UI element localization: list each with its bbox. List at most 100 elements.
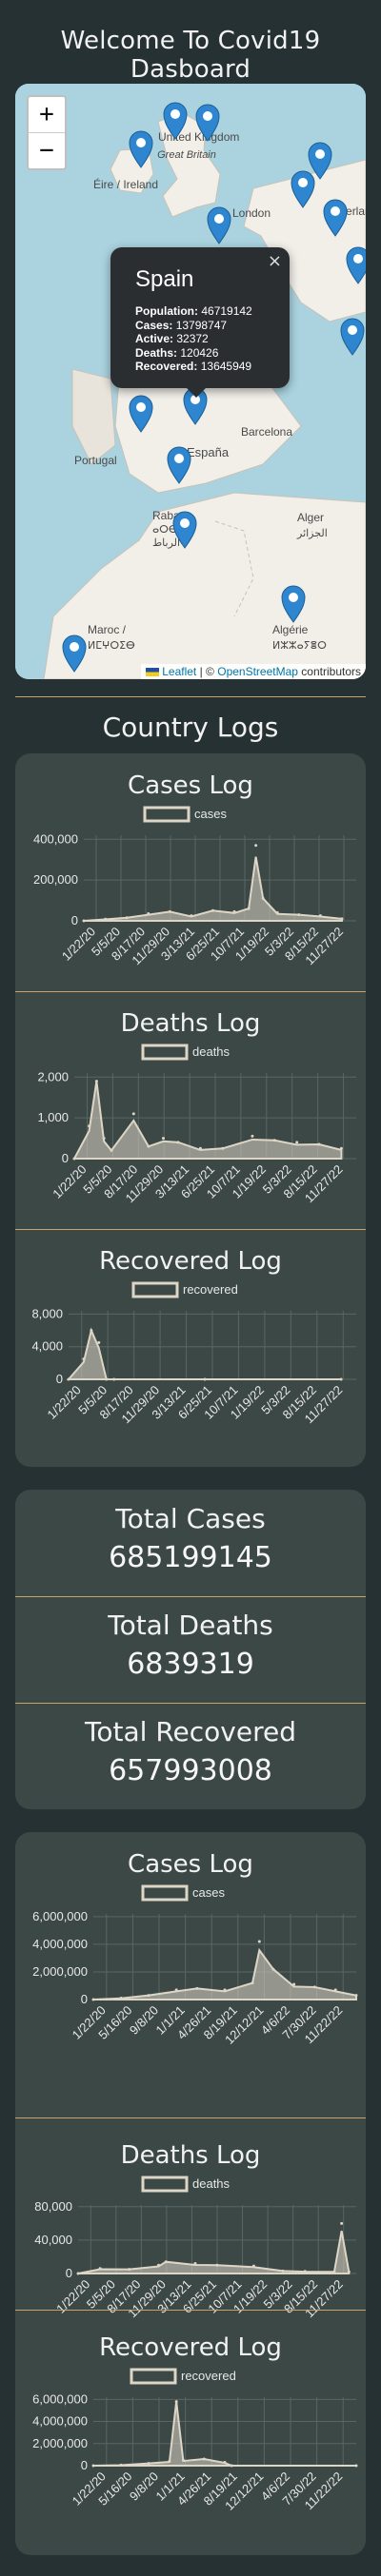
data-point: [333, 1988, 337, 1992]
data-point: [82, 919, 86, 923]
data-point: [202, 2457, 206, 2461]
data-point: [232, 909, 236, 913]
legend-swatch[interactable]: [130, 2368, 177, 2385]
cases-value: 13798747: [175, 318, 228, 332]
world-map[interactable]: + − Éire / Ireland United Kingdom Great Br…: [15, 84, 366, 679]
popup-country-name: Spain: [135, 266, 194, 292]
cases-label: Cases:: [135, 318, 173, 332]
active-label: Active:: [135, 332, 174, 345]
data-point: [94, 1080, 98, 1083]
country-charts-card: Cases Log cases 0 200,000 400,000 1/22/20 5/5/…: [15, 753, 366, 1467]
total-deaths-label: Total Deaths: [108, 1610, 273, 1641]
data-point: [147, 1994, 150, 1998]
global-charts-card: Cases Log cases 0 2,000,000 4,000,000 6,000,0…: [15, 1832, 366, 2555]
popup-close-button[interactable]: ×: [267, 251, 282, 271]
data-point: [332, 2270, 336, 2274]
data-point: [271, 1967, 275, 1971]
leaflet-link[interactable]: Leaflet: [162, 665, 197, 678]
legend-swatch[interactable]: [141, 2176, 189, 2193]
ukraine-flag-icon: [146, 668, 160, 677]
data-point: [131, 1112, 135, 1116]
y-tick-label: 40,000: [34, 2233, 72, 2247]
data-point: [198, 1146, 202, 1150]
data-point: [340, 917, 344, 921]
data-point: [147, 912, 150, 915]
data-point: [90, 1329, 93, 1333]
total-cases-label: Total Cases: [115, 1503, 266, 1534]
data-point: [339, 1377, 343, 1381]
data-point: [261, 896, 265, 900]
legend-swatch[interactable]: [143, 806, 190, 823]
legend-label[interactable]: recovered: [181, 2369, 236, 2383]
data-point: [318, 914, 322, 918]
data-point: [292, 1982, 296, 1986]
attribution-separator: | ©: [199, 665, 214, 678]
y-tick-label: 80,000: [34, 2199, 72, 2214]
global-charts-svg: Cases Log cases 0 2,000,000 4,000,000 6,000,0…: [32, 1850, 358, 2513]
data-point: [193, 2261, 197, 2265]
y-tick-label: 6,000,000: [32, 2391, 88, 2406]
legend-swatch[interactable]: [141, 1884, 189, 1902]
data-point: [91, 2464, 95, 2468]
y-tick-label: 0: [66, 2266, 72, 2280]
legend-label[interactable]: deaths: [192, 2176, 231, 2191]
data-point: [347, 2270, 351, 2274]
chart-title: Cases Log: [128, 771, 253, 800]
y-tick-label: 2,000,000: [32, 2436, 88, 2450]
chart-title: Deaths Log: [121, 1009, 261, 1038]
data-point: [257, 1940, 261, 1943]
data-point: [247, 907, 251, 910]
total-deaths-value: 6839319: [127, 1648, 254, 1681]
data-point: [181, 2458, 185, 2462]
chart-divider: [15, 2117, 366, 2118]
x-tick-label: 9/8/20: [127, 2003, 161, 2038]
country-popup: × Spain Population: 46719142 Cases: 1379…: [110, 247, 290, 398]
legend-label[interactable]: cases: [194, 807, 227, 821]
cases-log-chart: Cases Log cases 0 2,000,000 4,000,000 6,000,0…: [32, 1850, 358, 2047]
data-point: [104, 917, 108, 921]
deaths-log-chart: Deaths Logdeaths040,00080,0001/22/205/5/…: [34, 2141, 356, 2320]
legend-swatch[interactable]: [141, 1044, 189, 1061]
country-logs-heading: Country Logs: [102, 712, 279, 743]
legend-swatch[interactable]: [131, 1281, 179, 1298]
data-point: [176, 1141, 180, 1144]
data-point: [97, 1340, 101, 1344]
deaths-log-chart: Deaths Logdeaths01,0002,0001/22/205/5/20…: [37, 1009, 356, 1205]
legend-label[interactable]: cases: [192, 1885, 225, 1900]
x-tick-label: 1/22/20: [50, 1162, 89, 1201]
data-point: [98, 2267, 102, 2271]
zoom-in-button[interactable]: +: [39, 100, 54, 128]
cases-log-chart: Cases Logcases0200,000400,0001/22/205/5/…: [33, 771, 356, 967]
deaths-label: Deaths:: [135, 345, 178, 360]
y-tick-label: 400,000: [33, 831, 78, 846]
y-tick-label: 2,000,000: [32, 1964, 88, 1979]
zoom-out-button[interactable]: −: [29, 132, 65, 168]
osm-link[interactable]: OpenStreetMap: [217, 665, 298, 678]
data-point: [110, 1148, 113, 1152]
data-point: [102, 1137, 106, 1141]
data-point: [221, 1146, 225, 1150]
recovered-label: Recovered:: [135, 360, 198, 373]
data-point: [251, 1981, 254, 1985]
map-attribution: Leaflet | © OpenStreetMap contributors: [141, 664, 366, 679]
series-area: [77, 2231, 351, 2274]
data-point: [251, 1134, 254, 1138]
y-tick-label: 2,000: [37, 1069, 69, 1083]
y-tick-label: 0: [71, 913, 78, 927]
chart-title: Deaths Log: [121, 2141, 261, 2170]
popup-stats: Population: 46719142 Cases: 13798747 Act…: [135, 304, 252, 374]
legend-label[interactable]: deaths: [192, 1044, 231, 1059]
data-point: [147, 2462, 150, 2466]
y-tick-label: 8,000: [31, 1306, 63, 1320]
chart-title: Recovered Log: [99, 1247, 282, 1276]
data-point: [105, 1377, 109, 1381]
population-label: Population:: [135, 304, 198, 318]
data-point: [174, 2400, 178, 2404]
data-point: [230, 2464, 233, 2468]
chart-title: Cases Log: [128, 1850, 253, 1879]
y-tick-label: 0: [56, 1372, 63, 1386]
data-point: [275, 910, 279, 914]
legend-label[interactable]: recovered: [183, 1282, 238, 1297]
data-point: [195, 1986, 199, 1990]
data-point: [254, 844, 258, 848]
